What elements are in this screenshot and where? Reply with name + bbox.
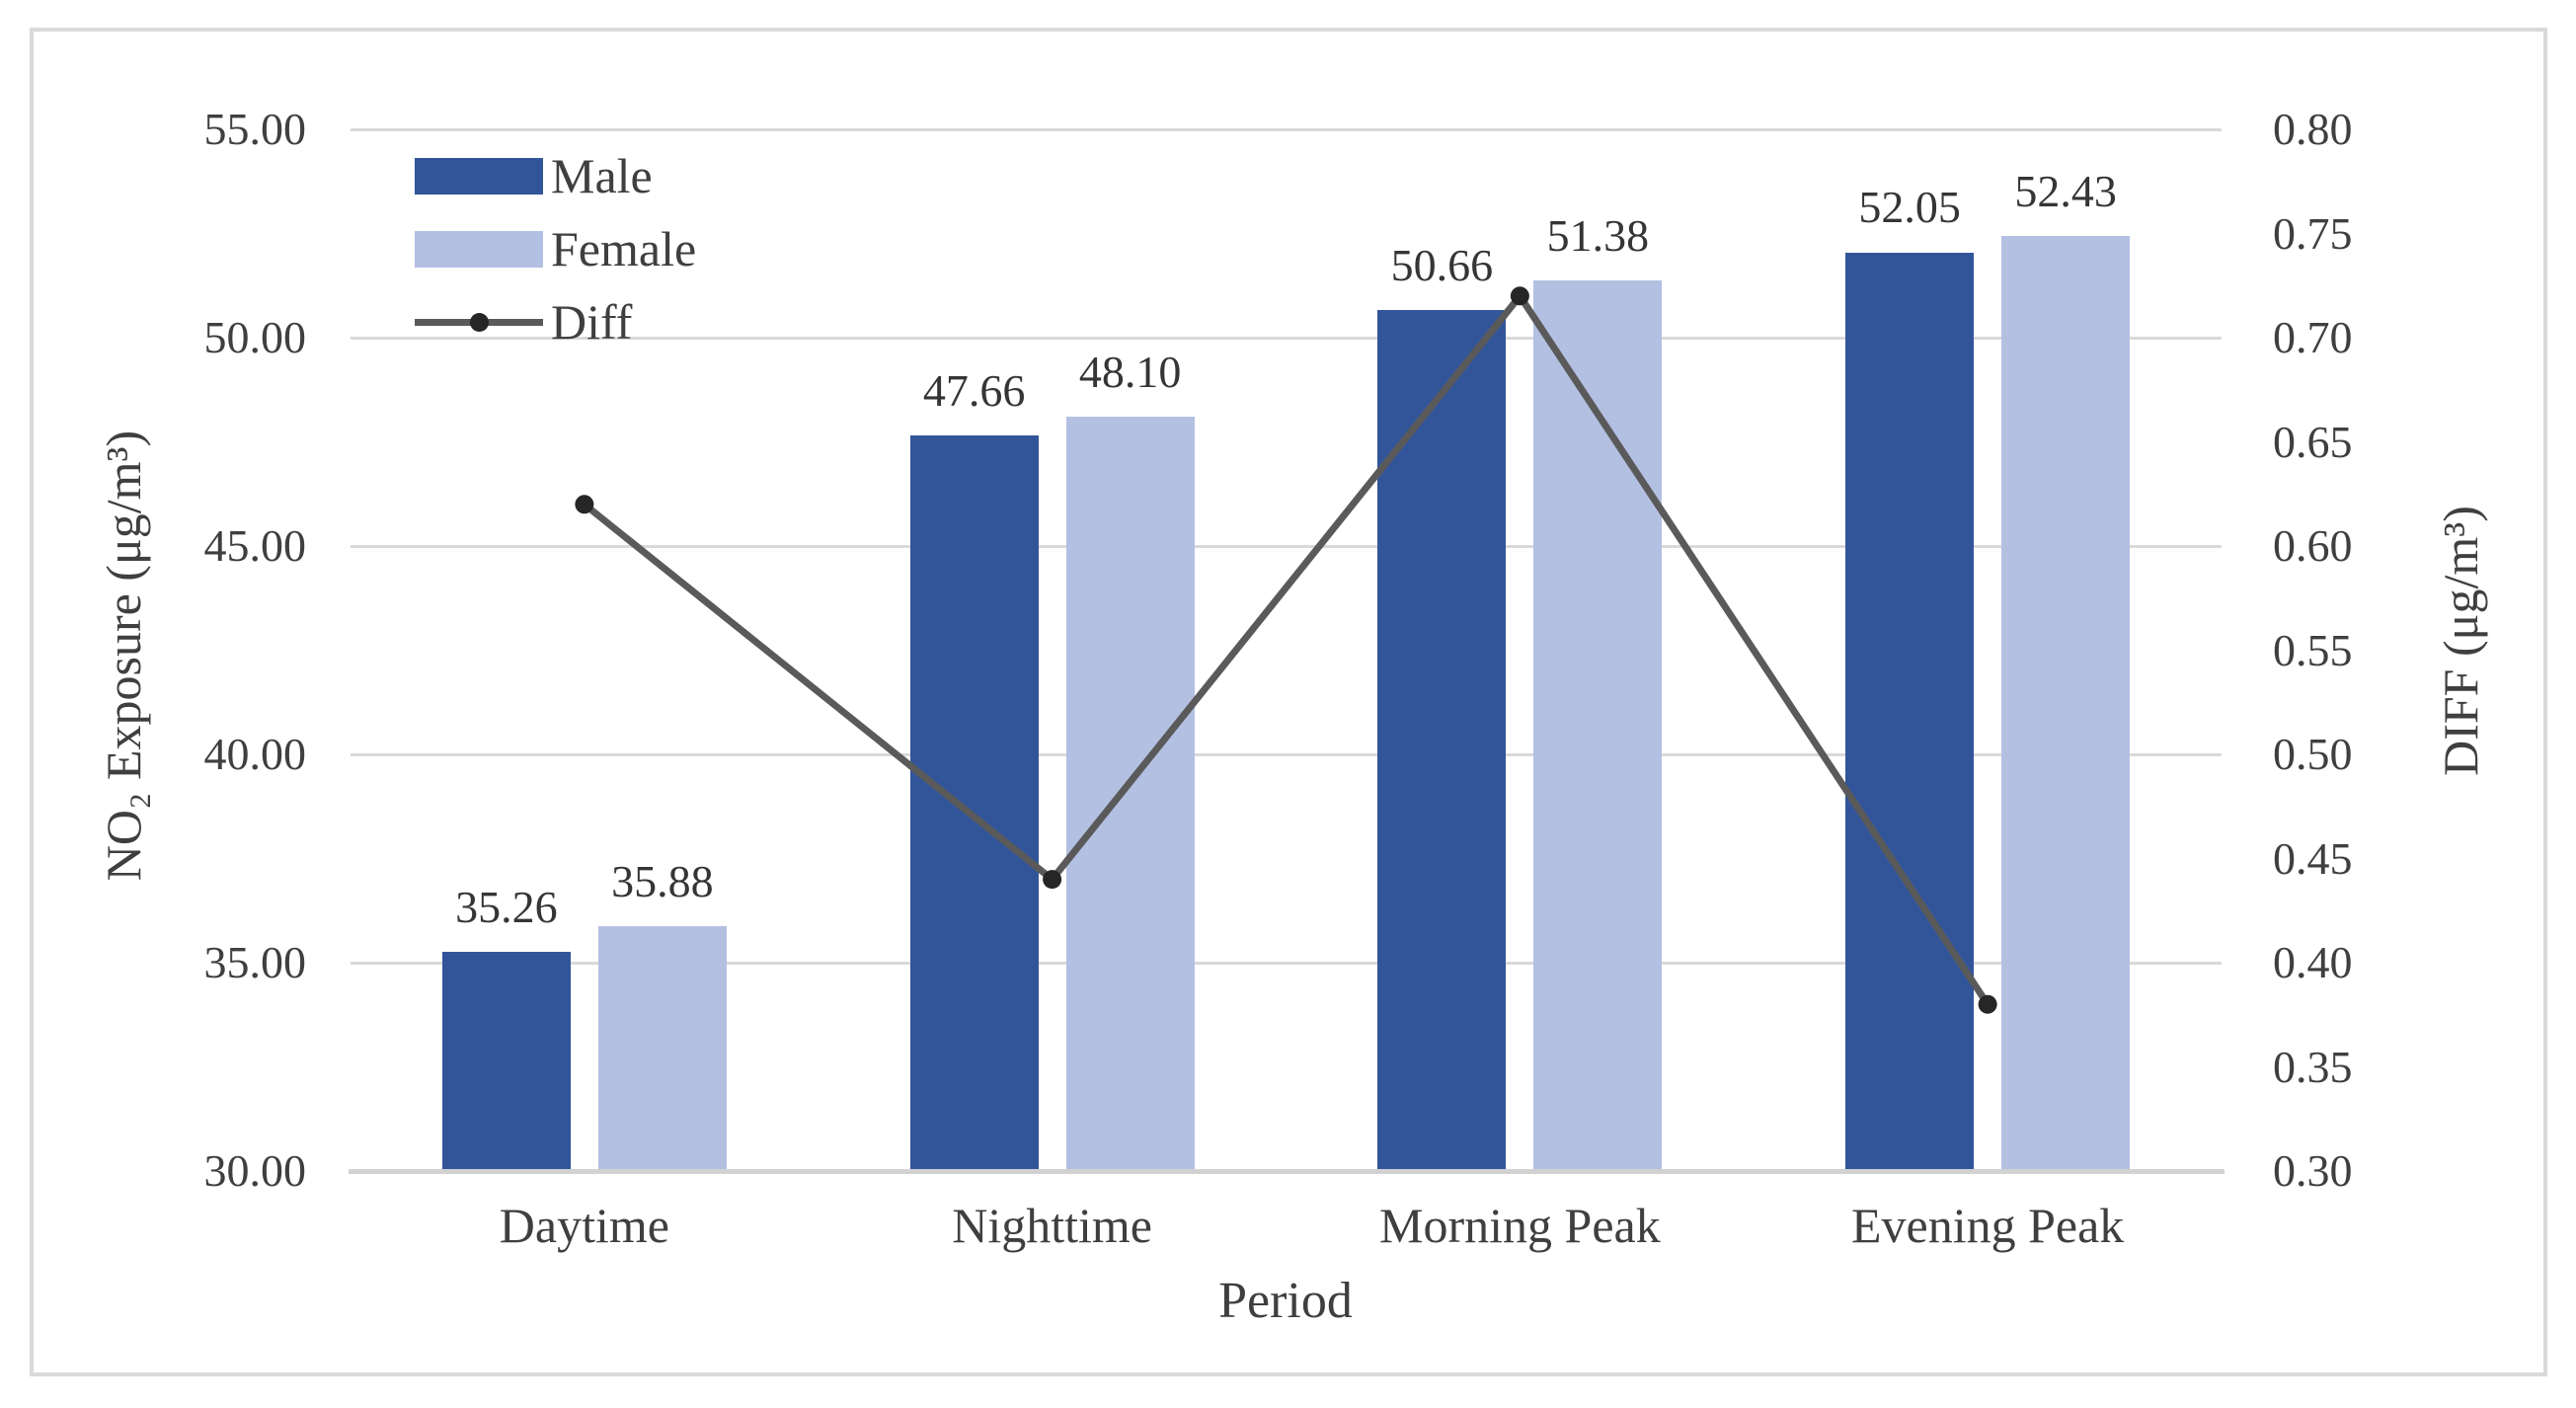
right-tick-label: 0.40 <box>2273 937 2353 987</box>
gridline <box>351 752 2222 756</box>
legend: Male Female Diff <box>415 139 696 358</box>
right-tick-label: 0.70 <box>2273 312 2353 362</box>
legend-line-dot <box>470 312 489 332</box>
right-tick-label: 0.45 <box>2273 832 2353 884</box>
right-tick-label: 0.65 <box>2273 416 2353 467</box>
gridline <box>351 336 2222 340</box>
gridline <box>351 544 2222 548</box>
bar-value-label: 52.05 <box>1858 182 1961 233</box>
left-tick-label: 55.00 <box>203 104 307 154</box>
gridline <box>351 127 2222 131</box>
bar-male-daytime <box>441 952 571 1171</box>
bar-female-nighttime <box>1065 417 1195 1171</box>
left-axis-title: NO₂ Exposure (μg/m³) <box>96 430 151 882</box>
x-axis-line <box>349 1169 2225 1174</box>
diff-line-layer <box>575 286 1997 1014</box>
gridline <box>351 961 2222 965</box>
bar-male-nighttime <box>909 434 1039 1171</box>
left-tick-label: 45.00 <box>203 520 307 571</box>
left-tick-label: 40.00 <box>203 729 307 779</box>
bar-male-morning-peak <box>1377 310 1507 1171</box>
right-tick-label: 0.60 <box>2273 520 2353 571</box>
x-category-label: Evening Peak <box>1850 1198 2125 1253</box>
diff-marker <box>1510 286 1529 306</box>
legend-item-female: Female <box>415 212 696 285</box>
bar-value-label: 35.26 <box>455 882 558 933</box>
bar-value-label: 52.43 <box>2014 166 2117 217</box>
left-tick-label: 30.00 <box>203 1145 307 1196</box>
bar-female-evening-peak <box>2001 236 2131 1171</box>
bar-value-label: 35.88 <box>611 855 714 906</box>
x-category-label: Nighttime <box>952 1198 1152 1253</box>
bar-value-label: 47.66 <box>922 364 1026 416</box>
bar-value-label: 48.10 <box>1078 347 1182 398</box>
bar-female-morning-peak <box>1533 279 1663 1171</box>
left-tick-label: 35.00 <box>203 937 307 987</box>
bar-female-daytime <box>597 925 727 1171</box>
bar-value-label: 51.38 <box>1546 209 1650 261</box>
right-tick-label: 0.35 <box>2273 1041 2353 1092</box>
legend-line-sample <box>415 304 543 341</box>
plot-area: 35.26 47.66 50.66 52.05 35.88 48.10 51.38 52.43 <box>351 127 2222 1173</box>
legend-swatch-female <box>415 230 543 268</box>
diff-line <box>582 289 1991 1007</box>
legend-swatch-male <box>415 157 543 195</box>
legend-label-male: Male <box>551 148 653 203</box>
legend-item-diff: Diff <box>415 285 696 358</box>
diff-marker <box>1978 994 1997 1014</box>
right-tick-label: 0.30 <box>2273 1145 2353 1196</box>
left-tick-label: 50.00 <box>203 312 307 362</box>
diff-marker <box>575 495 594 514</box>
right-tick-label: 0.50 <box>2273 729 2353 779</box>
legend-label-female: Female <box>551 221 697 276</box>
x-axis-title: Period <box>1218 1273 1353 1329</box>
right-axis-title: DIFF (μg/m³) <box>2433 506 2488 776</box>
bar-male-evening-peak <box>1845 252 1975 1171</box>
diff-marker <box>1043 870 1062 890</box>
x-category-label: Morning Peak <box>1379 1198 1661 1253</box>
x-category-label: Daytime <box>499 1198 669 1253</box>
right-tick-label: 0.55 <box>2273 624 2353 675</box>
legend-item-male: Male <box>415 139 696 212</box>
right-tick-label: 0.80 <box>2273 104 2353 154</box>
bar-value-label: 50.66 <box>1390 240 1494 291</box>
right-tick-label: 0.75 <box>2273 207 2353 259</box>
legend-label-diff: Diff <box>551 294 633 350</box>
